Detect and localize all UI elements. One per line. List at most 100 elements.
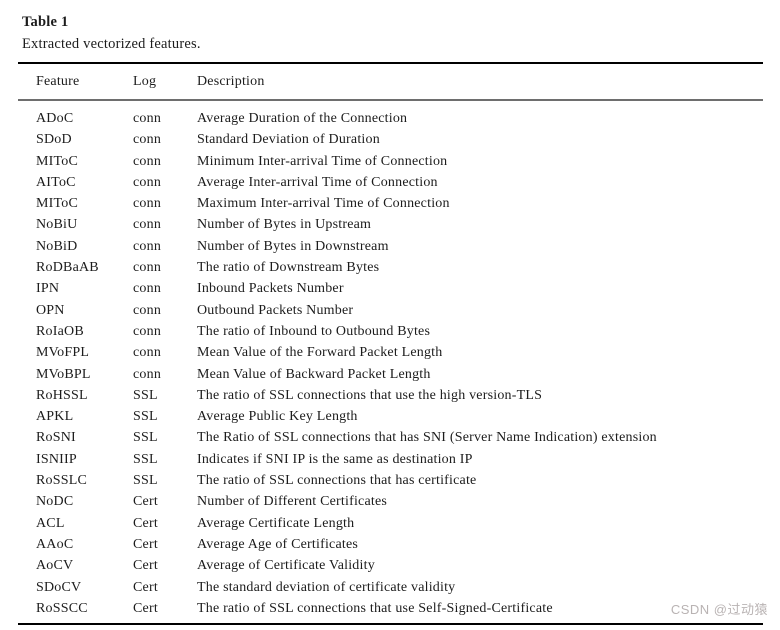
cell-description: Average Age of Certificates [197,536,359,552]
cell-description: Average of Certificate Validity [197,558,375,574]
column-header-description: Description [197,74,265,89]
cell-feature: MIToC [36,153,79,169]
table-header-row: Feature Log Description [18,64,763,99]
table-row: MIToC conn Minimum Inter-arrival Time of C… [18,151,763,172]
cell-feature: NoBiD [36,238,78,254]
cell-log: conn [133,366,162,382]
table-row: RoSSLC SSL The ratio of SSL connections th… [18,470,763,491]
cell-feature: NoDC [36,494,74,510]
cell-log: conn [133,132,162,148]
cell-feature: APKL [36,409,74,425]
cell-feature: SDoCV [36,579,82,595]
cell-log: Cert [133,515,158,531]
cell-description: Average Certificate Length [197,515,355,531]
cell-log: SSL [133,451,158,467]
cell-log: SSL [133,473,158,489]
cell-log: conn [133,174,162,190]
table-row: NoBiD conn Number of Bytes in Downstream [18,236,763,257]
table-row: ISNIIP SSL Indicates if SNI IP is the same… [18,449,763,470]
table-row: RoHSSL SSL The ratio of SSL connections th… [18,385,763,406]
features-table: Feature Log Description ADoC conn Average … [18,62,763,626]
table-row: IPN conn Inbound Packets Number [18,278,763,299]
cell-description: The standard deviation of certificate va… [197,579,456,595]
cell-feature: MIToC [36,196,79,212]
table-caption: Extracted vectorized features. [22,36,201,52]
cell-feature: RoDBaAB [36,260,99,276]
cell-description: The ratio of SSL connections that use Se… [197,600,553,616]
table-row: RoIaOB conn The ratio of Inbound to Outbou… [18,321,763,342]
column-header-feature: Feature [36,74,80,89]
cell-feature: ACL [36,515,65,531]
cell-log: conn [133,111,162,126]
cell-feature: MVoBPL [36,366,91,382]
cell-log: SSL [133,430,158,446]
cell-description: Minimum Inter-arrival Time of Connection [197,153,448,169]
cell-feature: ADoC [36,111,74,126]
cell-log: Cert [133,558,158,574]
table-row: RoDBaAB conn The ratio of Downstream Bytes [18,257,763,278]
table-row: NoBiU conn Number of Bytes in Upstream [18,214,763,235]
cell-description: Inbound Packets Number [197,281,344,297]
cell-log: conn [133,323,162,339]
cell-description: Indicates if SNI IP is the same as desti… [197,451,473,467]
table-row: ADoC conn Average Duration of the Connecti… [18,108,763,129]
table-row: SDoCV Cert The standard deviation of certi… [18,577,763,598]
cell-description: Maximum Inter-arrival Time of Connection [197,196,450,212]
column-header-log: Log [133,74,157,89]
cell-log: conn [133,238,162,254]
table-row: AIToC conn Average Inter-arrival Time of C… [18,172,763,193]
cell-description: Number of Different Certificates [197,494,388,510]
cell-feature: AoCV [36,558,74,574]
cell-log: conn [133,153,162,169]
cell-feature: OPN [36,302,65,318]
cell-feature: RoIaOB [36,323,84,339]
cell-log: conn [133,345,162,361]
table-row: SDoD conn Standard Deviation of Duration [18,129,763,150]
table-row: AoCV Cert Average of Certificate Validity [18,555,763,576]
cell-log: conn [133,196,162,212]
cell-description: Mean Value of Backward Packet Length [197,366,431,382]
cell-description: Outbound Packets Number [197,302,354,318]
table-row: AAoC Cert Average Age of Certificates [18,534,763,555]
watermark: CSDN @过动猿 [670,602,768,617]
table-row: RoSSCC Cert The ratio of SSL connections t… [18,598,763,619]
cell-feature: ISNIIP [36,451,77,467]
cell-description: The ratio of Downstream Bytes [197,260,380,276]
cell-description: The ratio of SSL connections that has ce… [197,473,477,489]
cell-feature: IPN [36,281,60,297]
cell-log: Cert [133,536,158,552]
cell-feature: RoSSLC [36,473,87,489]
cell-log: SSL [133,409,158,425]
cell-description: The Ratio of SSL connections that has SN… [197,430,657,446]
table-row: OPN conn Outbound Packets Number [18,300,763,321]
cell-log: conn [133,260,162,276]
cell-description: Average Public Key Length [197,409,358,425]
cell-feature: RoSNI [36,430,76,446]
cell-feature: MVoFPL [36,345,90,361]
cell-description: Number of Bytes in Upstream [197,217,372,233]
table-row: ACL Cert Average Certificate Length [18,513,763,534]
table-bottom-rule [18,623,763,626]
cell-description: The ratio of SSL connections that use th… [197,387,543,403]
table-body: ADoC conn Average Duration of the Connecti… [18,101,763,623]
cell-log: conn [133,281,162,297]
cell-log: SSL [133,387,158,403]
table-row: MVoBPL conn Mean Value of Backward Packet … [18,364,763,385]
table-row: MIToC conn Maximum Inter-arrival Time of C… [18,193,763,214]
cell-feature: RoHSSL [36,387,88,403]
cell-description: Mean Value of the Forward Packet Length [197,345,443,361]
cell-description: The ratio of Inbound to Outbound Bytes [197,323,431,339]
cell-log: Cert [133,494,158,510]
table-row: NoDC Cert Number of Different Certificates [18,491,763,512]
cell-log: Cert [133,600,158,616]
table-top-rule [18,62,763,64]
cell-feature: RoSSCC [36,600,88,616]
table-row: MVoFPL conn Mean Value of the Forward Pack… [18,342,763,363]
cell-feature: AIToC [36,174,76,190]
cell-feature: AAoC [36,536,74,552]
table-title: Table 1 [22,14,69,30]
cell-feature: NoBiU [36,217,78,233]
cell-log: conn [133,302,162,318]
cell-description: Average Duration of the Connection [197,111,408,126]
table-row: APKL SSL Average Public Key Length [18,406,763,427]
